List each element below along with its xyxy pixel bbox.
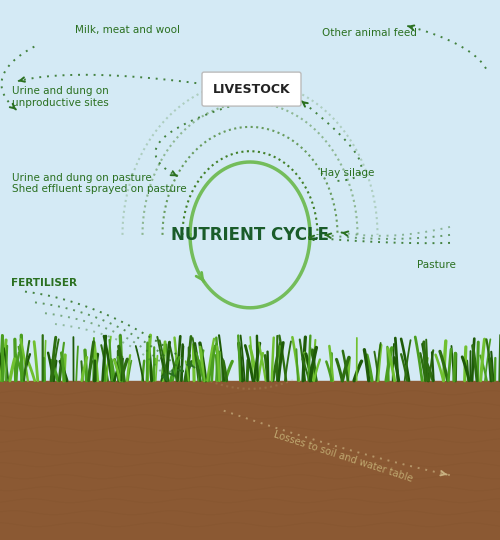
Text: Other animal feed: Other animal feed: [322, 28, 418, 38]
Text: Urine and dung on pasture
Shed effluent sprayed on pasture: Urine and dung on pasture Shed effluent …: [12, 173, 186, 194]
Text: Milk, meat and wool: Milk, meat and wool: [75, 25, 180, 35]
FancyBboxPatch shape: [202, 72, 301, 106]
Text: Losses to soil and water table: Losses to soil and water table: [272, 429, 414, 483]
Text: LIVESTOCK: LIVESTOCK: [212, 83, 290, 96]
Bar: [0, 381, 500, 540]
Text: Hay silage: Hay silage: [320, 168, 374, 178]
Text: FERTILISER: FERTILISER: [11, 279, 77, 288]
Text: NUTRIENT CYCLE: NUTRIENT CYCLE: [171, 226, 329, 244]
Text: Pasture: Pasture: [418, 260, 457, 269]
Text: Urine and dung on
unproductive sites: Urine and dung on unproductive sites: [12, 86, 109, 108]
